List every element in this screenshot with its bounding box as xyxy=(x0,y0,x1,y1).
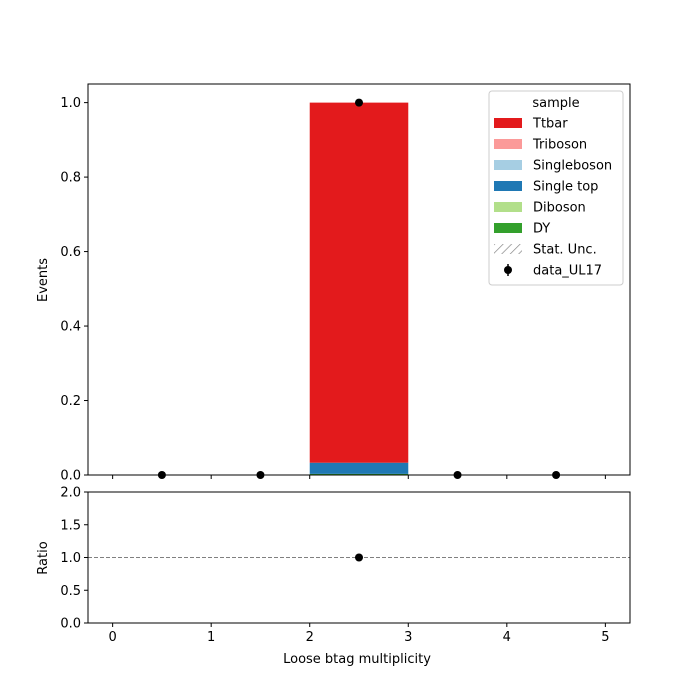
main-y-tick-label: 0.8 xyxy=(60,171,81,186)
x-tick-label: 2 xyxy=(306,630,314,645)
main-y-axis-label: Events xyxy=(36,258,51,302)
legend-label-single-top: Single top xyxy=(533,180,598,195)
ratio-y-axis-label: Ratio xyxy=(36,541,51,574)
bar-single-top-bin-2 xyxy=(309,462,409,474)
main-panel: 0.0 0.2 0.4 0.6 0.8 1.0 Events xyxy=(36,83,631,484)
ratio-point-0 xyxy=(355,553,363,562)
main-y-tick-label: 0.4 xyxy=(60,320,81,335)
legend-label-triboson: Triboson xyxy=(532,138,587,153)
main-y-tick-label: 0.2 xyxy=(60,394,81,409)
x-tick-label: 4 xyxy=(503,630,511,645)
legend-label-dy: DY xyxy=(533,222,550,237)
ratio-points xyxy=(355,553,363,562)
main-y-tick-label: 0.6 xyxy=(60,245,81,260)
stacked-bars xyxy=(309,102,409,475)
x-tick-label: 5 xyxy=(601,630,609,645)
data-point-2 xyxy=(355,98,363,107)
legend-title: sample xyxy=(532,96,579,111)
legend-swatch-ttbar xyxy=(494,118,522,128)
main-y-ticks: 0.0 0.2 0.4 0.6 0.8 1.0 xyxy=(60,96,88,484)
legend-swatch-singleboson xyxy=(494,160,522,170)
legend-marker-data-ul17 xyxy=(504,266,512,274)
legend-swatch-stat-unc- xyxy=(494,244,522,254)
legend-label-data-ul17: data_UL17 xyxy=(533,264,602,279)
main-x-ticks xyxy=(112,475,606,479)
bar-ttbar-bin-2 xyxy=(309,102,409,463)
main-y-tick-label: 0.0 xyxy=(60,469,81,484)
legend-label-stat-unc-: Stat. Unc. xyxy=(533,243,597,258)
x-tick-label: 0 xyxy=(108,630,116,645)
ratio-y-tick-label: 1.5 xyxy=(60,518,81,533)
ratio-y-tick-label: 2.0 xyxy=(60,486,81,501)
ratio-y-tick-label: 0.5 xyxy=(60,584,81,599)
ratio-x-ticks: 0 1 2 3 4 5 xyxy=(108,623,610,645)
x-axis-label: Loose btag multiplicity xyxy=(283,652,431,667)
x-tick-label: 3 xyxy=(404,630,412,645)
x-tick-label: 1 xyxy=(207,630,215,645)
legend-box xyxy=(488,90,624,286)
legend-label-diboson: Diboson xyxy=(533,201,586,216)
ratio-panel: 0.0 0.5 1.0 1.5 2.0 0 1 2 3 4 5 Ratio Loose btag … xyxy=(36,486,631,667)
ratio-y-tick-label: 0.0 xyxy=(60,617,81,632)
legend: sample Ttbar Triboson Singleboson Single top… xyxy=(488,90,624,286)
legend-label-singleboson: Singleboson xyxy=(533,159,612,174)
legend-swatch-triboson xyxy=(494,139,522,149)
main-y-tick-label: 1.0 xyxy=(60,96,81,111)
bar-dy-bin-2 xyxy=(309,473,409,475)
legend-swatch-diboson xyxy=(494,202,522,212)
ratio-y-tick-label: 1.0 xyxy=(60,551,81,566)
ratio-y-ticks: 0.0 0.5 1.0 1.5 2.0 xyxy=(60,486,88,632)
legend-swatch-single-top xyxy=(494,181,522,191)
legend-swatch-dy xyxy=(494,223,522,233)
legend-label-ttbar: Ttbar xyxy=(532,117,568,132)
main-axes-frame xyxy=(87,83,631,476)
